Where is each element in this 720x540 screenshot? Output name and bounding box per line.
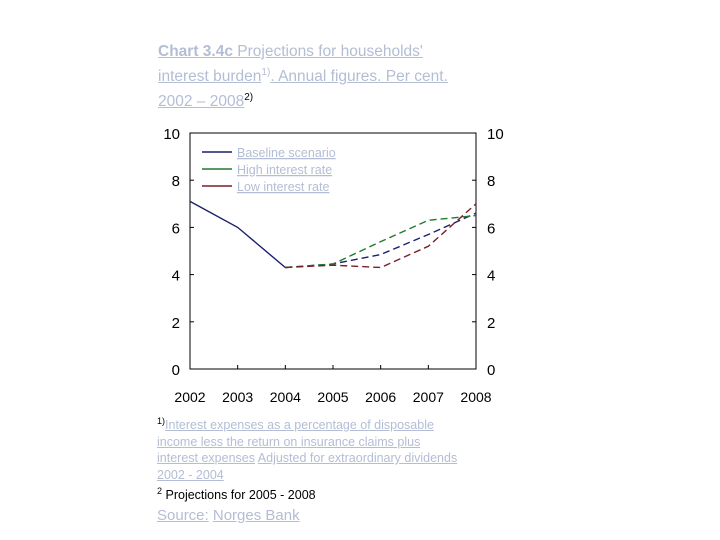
footnote-1-line-4: 2002 - 2004 xyxy=(157,467,224,482)
footnote-1-line-3b: Adjusted for extraordinary dividends xyxy=(257,451,458,466)
footnote-1-line-3a: interest expenses xyxy=(157,451,255,466)
legend-label: Baseline scenario xyxy=(237,146,336,160)
footnote-1-line-2: income less the return on insurance clai… xyxy=(157,434,421,449)
x-tick-label: 2003 xyxy=(222,389,253,405)
x-tick-label: 2002 xyxy=(174,389,205,405)
x-tick-label: 2004 xyxy=(270,389,301,405)
footnote-2-marker: 2 xyxy=(157,486,163,497)
chart-title-text-3: . Annual figures. Per cent. xyxy=(270,68,448,86)
y-tick-label-left: 6 xyxy=(172,220,180,237)
chart-legend: Baseline scenario High interest rate Low i… xyxy=(202,146,336,194)
footnotes: 1)Interest expenses as a percentage of d… xyxy=(157,413,517,504)
plot-frame xyxy=(189,132,477,370)
footnote-1-marker: 1) xyxy=(157,416,166,426)
source-label: Source: xyxy=(157,507,209,524)
x-tick-label: 2007 xyxy=(413,389,444,405)
y-tick-label-left: 8 xyxy=(172,173,180,190)
y-tick-label-right: 2 xyxy=(487,315,495,332)
chart-title-label: Chart 3.4c xyxy=(158,43,233,60)
chart-series xyxy=(189,200,477,269)
y-tick-label-left: 4 xyxy=(172,268,180,285)
chart-title-text-1: Projections for households' xyxy=(232,43,423,60)
series-line-baseline-scenario-dashed xyxy=(285,212,477,269)
source-text: Norges Bank xyxy=(212,507,300,524)
x-tick-label: 2006 xyxy=(365,389,396,405)
y-tick-label-left: 10 xyxy=(163,126,180,143)
y-tick-label-left: 0 xyxy=(172,362,180,379)
chart-title-text-2: interest burden xyxy=(158,68,262,86)
chart-axes: 0 0 2 2 4 4 6 6 8 8 10 10 2002 2003 2004 2005 2006 2007 20… xyxy=(163,126,503,405)
footnote-2-text: Projections for 2005 - 2008 xyxy=(165,488,316,503)
y-tick-label-right: 6 xyxy=(487,220,495,237)
series-line-low-interest-rate-dashed xyxy=(285,203,477,269)
y-tick-label-right: 10 xyxy=(487,126,504,143)
x-tick-label: 2005 xyxy=(317,389,348,405)
series-line-high-interest-rate-dashed xyxy=(285,214,477,269)
chart-title-text-4: 2002 – 2008 xyxy=(158,93,245,111)
footnote-1-line-1: Interest expenses as a percentage of dis… xyxy=(165,418,434,433)
legend-label: Low interest rate xyxy=(237,180,329,194)
x-tick-label: 2008 xyxy=(460,389,491,405)
y-tick-label-left: 2 xyxy=(172,315,180,332)
y-tick-label-right: 8 xyxy=(487,173,495,190)
legend-label: High interest rate xyxy=(237,163,332,177)
chart-title-sup-2: 2) xyxy=(244,92,254,104)
y-tick-label-right: 4 xyxy=(487,268,495,285)
source-line: Source: Norges Bank xyxy=(157,507,300,524)
chart-title-sup-1: 1) xyxy=(261,67,271,78)
y-tick-label-right: 0 xyxy=(487,362,495,379)
series-line-baseline-scenario-solid xyxy=(189,200,286,269)
chart-title: Chart 3.4c Projections for households' i… xyxy=(158,41,538,112)
